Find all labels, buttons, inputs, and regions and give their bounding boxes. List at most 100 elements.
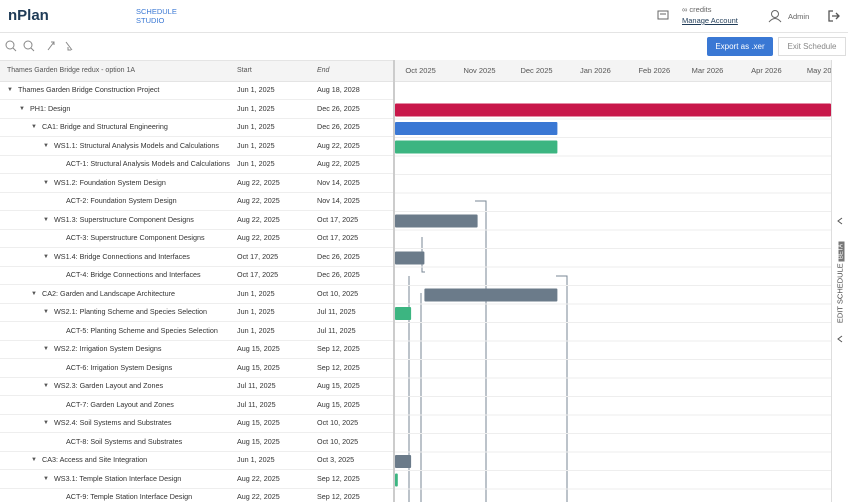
month-label: May 2026 [807,66,831,75]
expand-toggle: ▼ [43,383,49,389]
task-name: CA3: Access and Site Integration [42,455,148,464]
task-name: ACT-3: Superstructure Component Designs [66,233,205,242]
end-date: Aug 15, 2025 [317,399,360,409]
end-date: Nov 14, 2025 [317,196,360,205]
table-row[interactable]: ACT-4: Bridge Connections and Interfaces… [0,266,393,285]
gantt-bar [395,455,412,468]
gantt-bar [395,140,558,154]
sidebar[interactable]: EDIT SCHEDULE BETA [831,60,848,502]
end-date: Sep 12, 2025 [317,344,360,353]
gantt-bar [395,122,558,135]
logout-icon[interactable] [827,9,841,23]
task-name: WS1.3: Superstructure Component Designs [54,214,194,224]
start-date: Jun 1, 2025 [237,325,275,335]
month-label: Jan 2026 [580,66,611,75]
expand-toggle: ▼ [43,309,49,315]
start-date: Jun 1, 2025 [237,159,275,168]
table-row[interactable]: ACT-8: Soil Systems and Substrates Aug 15… [0,433,393,452]
start-date: Jun 1, 2025 [237,85,275,94]
table-row[interactable]: ACT-3: Superstructure Component Designs A… [0,229,393,248]
task-name: ACT-7: Garden Layout and Zones [66,399,174,409]
end-date: Aug 22, 2025 [317,159,360,168]
table-row[interactable]: ACT-9: Temple Station Interface Design Au… [0,488,393,502]
column-header: End [317,67,330,74]
end-date: Oct 10, 2025 [317,436,359,446]
end-date: Oct 10, 2025 [317,418,359,427]
start-date: Aug 15, 2025 [237,418,280,427]
end-date: Oct 17, 2025 [317,233,359,242]
sidebar-label: EDIT SCHEDULE BETA [836,241,845,325]
start-date: Aug 22, 2025 [237,233,280,242]
expand-toggle: ▼ [43,142,49,149]
timeline: Oct 2025 Nov 2025 Dec 2025 Jan 2026 Feb 2026… [395,60,831,502]
table-row[interactable]: ▼ WS2.4: Soil Systems and Substrates Aug 1… [0,414,393,433]
table-row[interactable]: ▼ WS1.4: Bridge Connections and Interface… [0,248,393,267]
end-date: Dec 26, 2025 [317,103,360,113]
chevron[interactable] [835,334,845,344]
task-name: CA2: Garden and Landscape Architecture [42,288,176,298]
table-row[interactable]: ▼ WS1.1: Structural Analysis Models and C… [0,137,393,156]
user-name[interactable]: Admin [788,12,810,21]
table-row[interactable]: ▼ WS1.3: Superstructure Component Designs… [0,211,393,230]
table-row[interactable]: ▼ WS1.2: Foundation System Design Aug 22, … [0,174,393,193]
task-name: WS1.1: Structural Analysis Models and Ca… [54,140,219,150]
task-name: WS1.4: Bridge Connections and Interfaces [54,251,190,261]
gantt-bar [424,288,558,302]
start-date: Jun 1, 2025 [237,103,275,113]
table-row[interactable]: ▼ Thames Garden Bridge Construction Proje… [0,81,393,100]
gantt-bar [395,473,398,487]
expand-toggle: ▼ [43,420,49,426]
export-button[interactable]: Export as .xer [707,37,773,56]
table-row[interactable]: ▼ WS2.1: Planting Scheme and Species Sele… [0,303,393,322]
start-date: Aug 15, 2025 [237,362,280,372]
table-row[interactable]: ▼ WS2.2: Irrigation System Designs Aug 15,… [0,340,393,359]
credits: ∞ credits [682,5,712,14]
start-date: Jun 1, 2025 [237,455,275,464]
start-date: Jun 1, 2025 [237,122,275,131]
month-label: Nov 2025 [463,66,495,75]
manage-account[interactable]: Manage Account [682,16,738,25]
credits-icon [657,10,669,20]
end-date: Jul 11, 2025 [317,325,356,335]
table-row[interactable]: ▼ CA2: Garden and Landscape Architecture J… [0,285,393,304]
start-date: Aug 22, 2025 [237,492,280,501]
table-row[interactable]: ACT-7: Garden Layout and Zones Jul 11, 20… [0,396,393,415]
end-date: Oct 3, 2025 [317,455,355,464]
table-row[interactable]: ACT-2: Foundation System Design Aug 22, 2… [0,192,393,211]
start-date: Aug 15, 2025 [237,436,280,446]
month-label: Mar 2026 [692,66,724,75]
chevron[interactable] [835,216,845,226]
zoom-controls[interactable] [4,38,80,54]
end-date: Dec 26, 2025 [317,270,360,279]
table-row[interactable]: ▼ WS3.1: Temple Station Interface Design A… [0,470,393,489]
sidebar-label-text: EDIT SCHEDULE [835,263,845,324]
table-row[interactable]: ACT-5: Planting Scheme and Species Selec… [0,322,393,341]
logo[interactable]: nPlan [8,7,49,24]
start-date: Jun 1, 2025 [237,140,275,150]
table-row[interactable]: ACT-6: Irrigation System Designs Aug 15, … [0,359,393,378]
gantt-bar [395,214,478,228]
expand-toggle: ▼ [31,124,37,130]
timeline-header [395,60,831,80]
table-row[interactable]: ▼ CA1: Bridge and Structural Engineering J… [0,118,393,137]
end-date: Aug 22, 2025 [317,140,360,150]
task-name: WS2.2: Irrigation System Designs [54,344,162,353]
start-date: Jul 11, 2025 [237,399,276,409]
expand-toggle: ▼ [43,216,49,223]
table-row[interactable]: ▼ PH1: Design Jun 1, 2025 Dec 26, 2025 [0,100,393,119]
task-name: ACT-6: Irrigation System Designs [66,362,173,372]
table-row[interactable]: ACT-1: Structural Analysis Models and Ca… [0,155,393,174]
exit-button[interactable]: Exit Schedule [778,37,846,56]
task-name: WS2.1: Planting Scheme and Species Selec… [54,307,208,316]
task-table: ▼ Thames Garden Bridge Construction Proje… [0,60,395,502]
table-row[interactable]: ▼ CA3: Access and Site Integration Jun 1, … [0,451,393,470]
table-row[interactable]: ▼ WS2.3: Garden Layout and Zones Jul 11, 2… [0,377,393,396]
dependency-lines [408,200,568,502]
start-date: Jul 11, 2025 [237,381,276,390]
expand-toggle: ▼ [19,105,25,112]
expand-toggle: ▼ [31,290,37,297]
end-date: Jul 11, 2025 [317,307,356,316]
start-date: Oct 17, 2025 [237,270,279,279]
start-date: Oct 17, 2025 [237,251,279,261]
